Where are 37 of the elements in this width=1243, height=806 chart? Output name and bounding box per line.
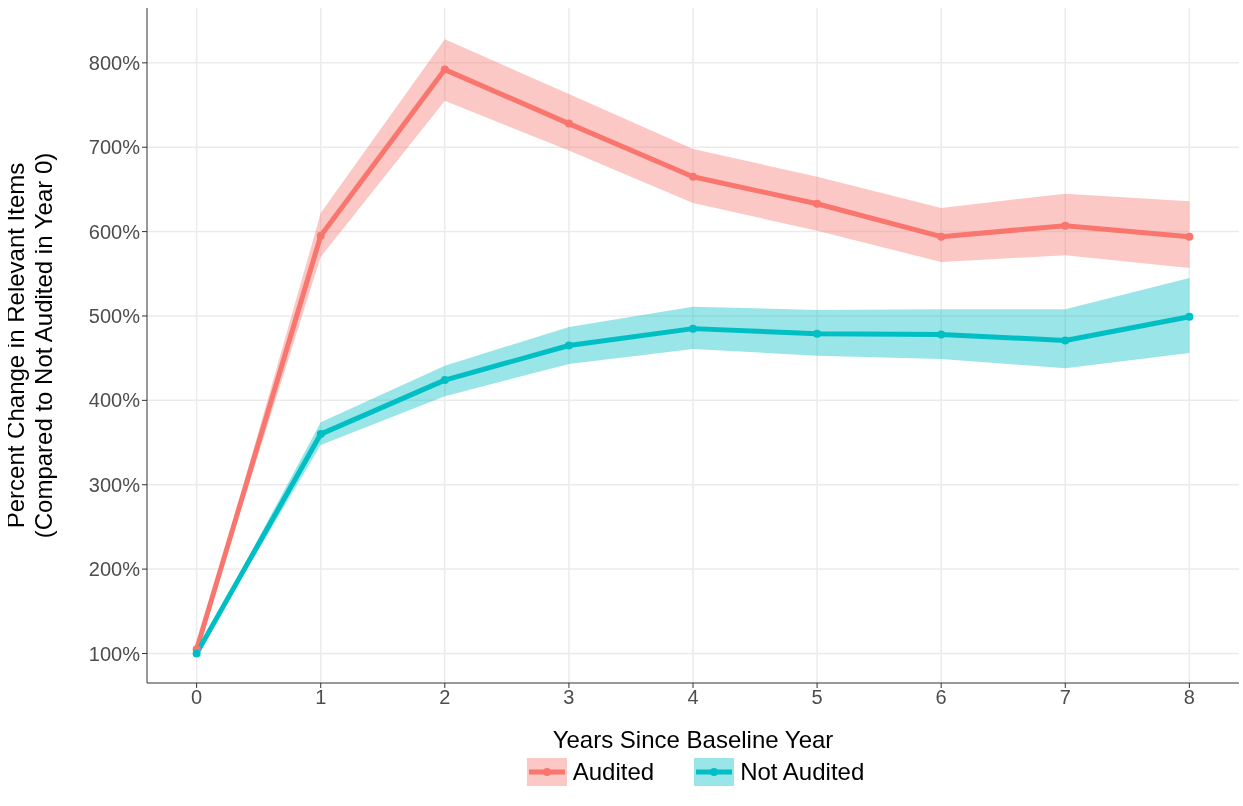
point — [813, 199, 822, 208]
x-tick-label: 4 — [687, 686, 699, 709]
y-tick-label: 800% — [88, 51, 141, 74]
legend-label: Not Audited — [740, 758, 865, 786]
point — [1185, 312, 1194, 321]
x-tick-label: 2 — [439, 686, 451, 709]
y-tick-label: 200% — [88, 558, 141, 581]
y-tick-label: 600% — [88, 220, 141, 243]
x-tick-label: 3 — [563, 686, 575, 709]
point — [316, 231, 325, 240]
point — [1061, 336, 1070, 345]
point — [192, 649, 201, 658]
y-tick-label: 300% — [88, 473, 141, 496]
point — [440, 65, 449, 74]
x-tick-label: 7 — [1059, 686, 1071, 709]
legend-label: Audited — [572, 758, 655, 786]
y-tick-label: 500% — [88, 305, 141, 328]
y-tick-label: 400% — [88, 389, 141, 412]
x-tick-label: 1 — [315, 686, 327, 709]
point — [937, 232, 946, 241]
point — [937, 330, 946, 339]
point — [689, 172, 697, 181]
x-tick-label: 8 — [1183, 686, 1195, 709]
point — [689, 324, 697, 333]
point — [1061, 221, 1070, 230]
point — [564, 341, 573, 350]
y-tick-label: 700% — [88, 136, 141, 159]
x-axis-title: Years Since Baseline Year — [552, 726, 834, 753]
y-tick-label: 100% — [88, 642, 141, 665]
x-tick-label: 0 — [191, 686, 203, 709]
x-tick-label: 6 — [935, 686, 947, 709]
point — [564, 119, 573, 128]
point — [1185, 232, 1194, 241]
point — [316, 430, 325, 439]
x-tick-label: 5 — [811, 686, 823, 709]
point — [813, 329, 822, 338]
point — [440, 376, 449, 385]
